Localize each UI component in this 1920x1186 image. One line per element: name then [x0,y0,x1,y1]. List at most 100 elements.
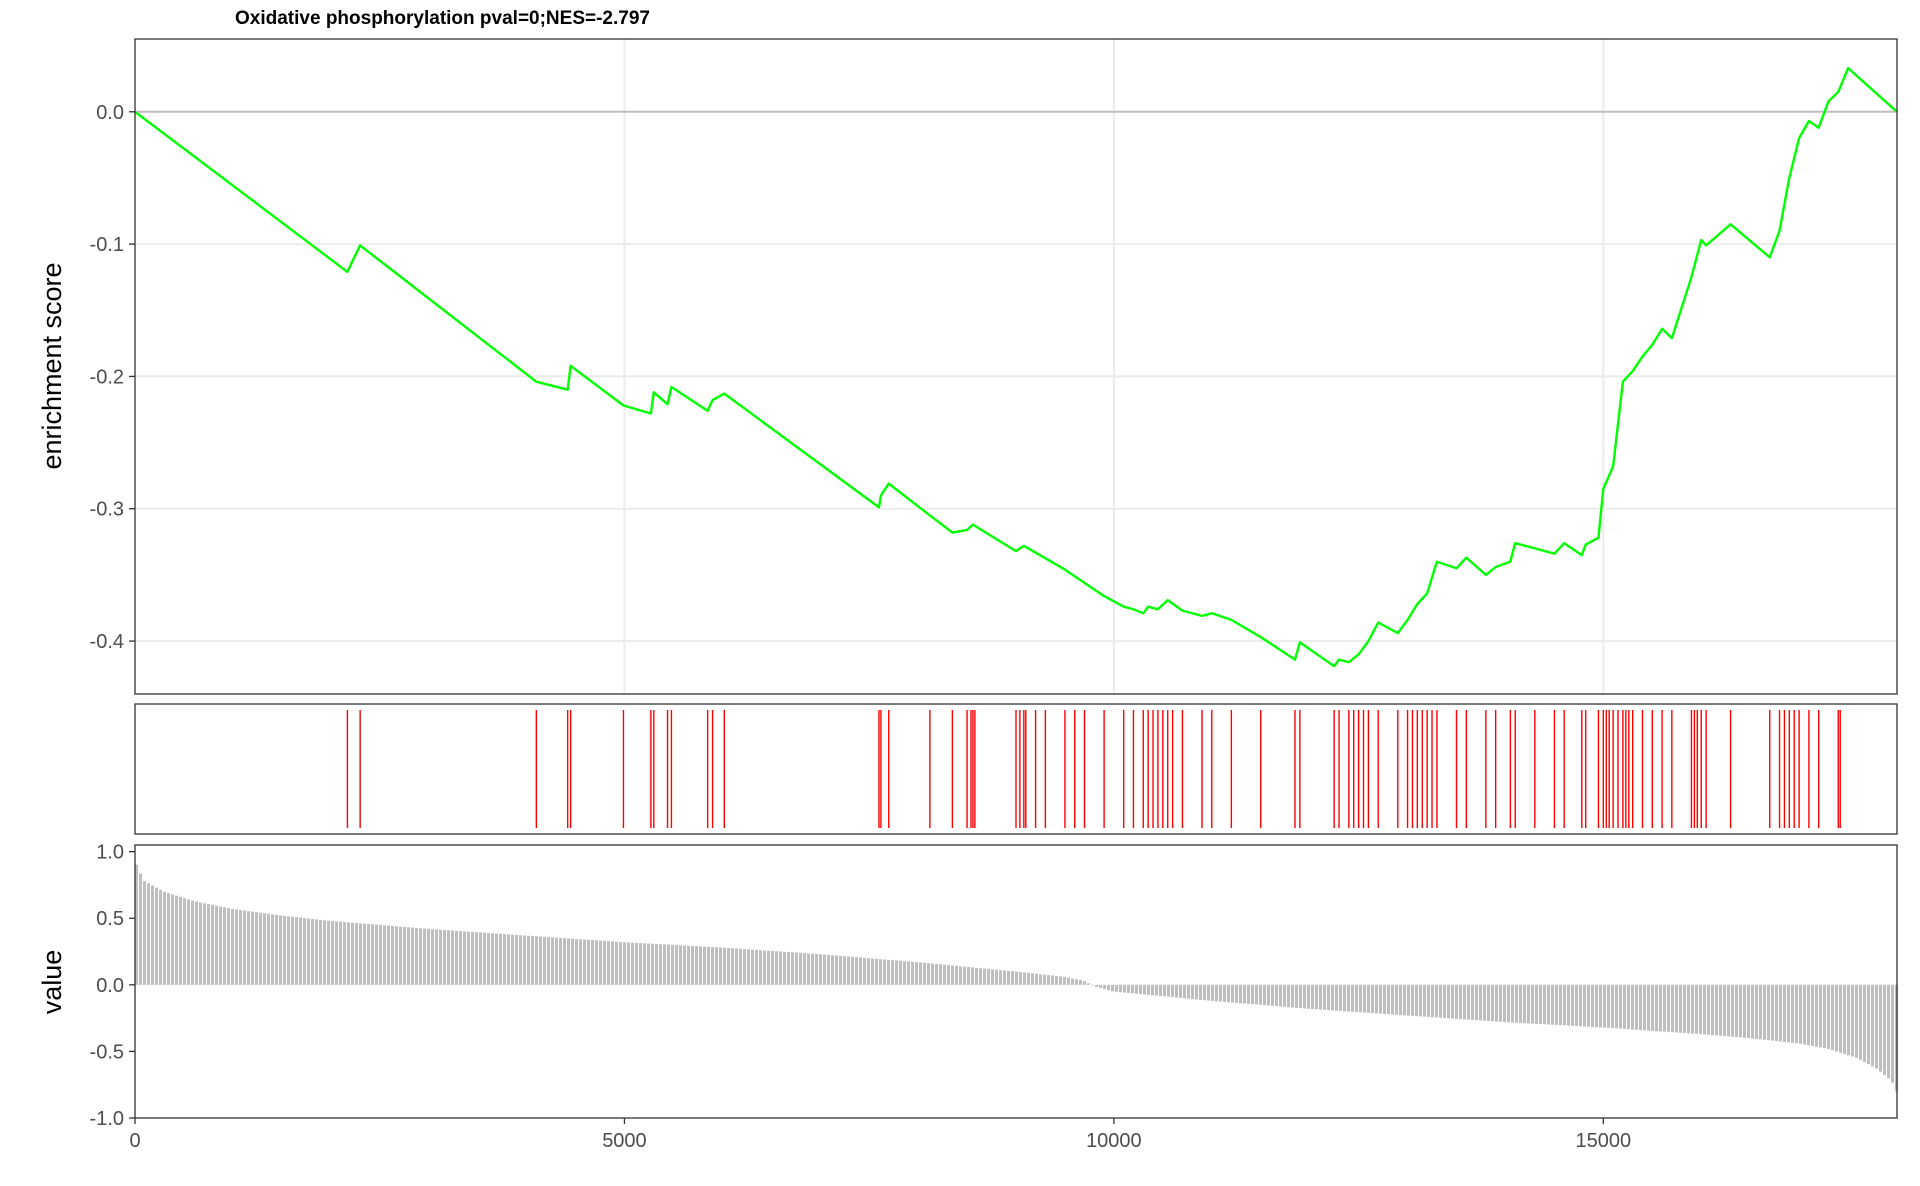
ranked-value-bar [1011,971,1014,985]
ranked-value-bar [299,917,302,985]
ranked-value-bar [1875,984,1878,1069]
ranked-value-bar [1867,984,1870,1065]
ranked-value-bar [411,927,414,985]
ranked-value-bar [671,944,674,985]
ranked-value-bar [1879,984,1882,1072]
ranked-value-bar [743,949,746,985]
ranked-value-bar [1151,984,1154,996]
ranked-value-bar [1663,984,1666,1032]
ranked-value-bar [1887,984,1890,1079]
ranked-value-bar [1027,972,1030,985]
ranked-value-bar [1427,984,1430,1017]
ranked-value-bar [471,931,474,985]
ranked-value-bar [135,864,138,985]
ranked-value-bar [415,927,418,985]
ranked-value-bar [163,891,166,985]
ranked-value-bar [827,954,830,985]
ranked-value-bar [1647,984,1650,1031]
ranked-value-bar [607,941,610,985]
ranked-value-bar [979,968,982,985]
ranked-value-bar [1383,984,1386,1014]
ranked-value-bar [1435,984,1438,1018]
ranked-value-bar [1063,976,1066,985]
ranked-value-bar [1043,974,1046,985]
ranked-value-bar [1131,984,1134,994]
es-series-line [134,66,1898,668]
es-panel-background [135,39,1897,694]
ranked-value-bar [1223,984,1226,1002]
ranked-value-bar [331,921,334,985]
ranked-value-bar [463,931,466,985]
es-ytick-label: -0.2 [90,366,124,388]
ranked-value-bar [251,911,254,985]
ranked-value-bar [1835,984,1838,1052]
ranked-value-bar [1047,975,1050,985]
ranked-value-bar [931,963,934,985]
ranked-value-bar [1695,984,1698,1034]
ranked-value-bar [243,910,246,985]
ranked-value-bar [287,916,290,985]
ranked-value-bar [1447,984,1450,1019]
ranked-value-bar [1851,984,1854,1057]
ranked-value-bar [683,945,686,985]
hit-marks [346,710,1841,828]
ranked-value-bar [1239,984,1242,1004]
ranked-value-bar [1071,978,1074,985]
ranked-value-bar [575,938,578,985]
ranked-value-bar [1059,976,1062,985]
ranked-value-bar [1107,984,1110,991]
ranked-value-bar [643,943,646,985]
ranked-value-bar [1859,984,1862,1060]
ranked-value-bar [1643,984,1646,1031]
ranked-value-bar [547,937,550,985]
ranked-value-bar [1487,984,1490,1021]
ranked-value-bar [1251,984,1254,1005]
ranked-value-bar [1507,984,1510,1023]
ranked-value-bar [1331,984,1334,1011]
ranked-value-bar [1007,970,1010,985]
ranked-value-bar [527,935,530,985]
ranked-value-bar [1595,984,1598,1028]
ranked-value-bar [859,957,862,985]
ranked-value-bar [1807,984,1810,1046]
ranked-value-bar [1711,984,1714,1036]
ranked-value-bar [1371,984,1374,1014]
ranked-value-bar [387,925,390,985]
ranked-value-bar [379,925,382,985]
ranked-value-bar [355,923,358,985]
ranked-value-bar [1411,984,1414,1016]
ranked-value-bar [427,928,430,985]
ranked-value-bar [967,967,970,985]
ranked-value-bar [359,923,362,985]
ranked-value-bar [155,887,158,985]
ranked-value-bar [1351,984,1354,1012]
ranked-value-bar [1543,984,1546,1025]
ranked-value-bar [1819,984,1822,1048]
ranked-value-bar [939,964,942,985]
ranked-value-bar [1475,984,1478,1021]
ranked-value-bar [1495,984,1498,1022]
ranked-value-bar [1767,984,1770,1041]
ranked-value-bar [751,949,754,985]
ranked-value-bar [1527,984,1530,1024]
ranked-value-bar [1719,984,1722,1036]
ranked-value-bar [495,933,498,985]
ranked-value-bar [851,956,854,985]
ranked-value-bar [419,928,422,985]
ranked-value-bar [407,927,410,985]
ranked-value-bar [839,955,842,985]
ranked-value-bar [139,873,142,985]
ranked-value-bar [779,951,782,985]
ranked-value-bar [1583,984,1586,1027]
ranked-value-bar [1255,984,1258,1005]
ranked-value-bar [1795,984,1798,1044]
ranked-value-bar [1463,984,1466,1020]
ranked-value-bar [1015,971,1018,985]
ranked-value-bar [1603,984,1606,1028]
ranked-value-bar [735,948,738,985]
ranked-value-bar [1615,984,1618,1029]
ranked-value-bar [555,937,558,985]
ranked-value-bar [1611,984,1614,1029]
ranked-value-bar [1499,984,1502,1022]
ranked-value-bar [1479,984,1482,1021]
